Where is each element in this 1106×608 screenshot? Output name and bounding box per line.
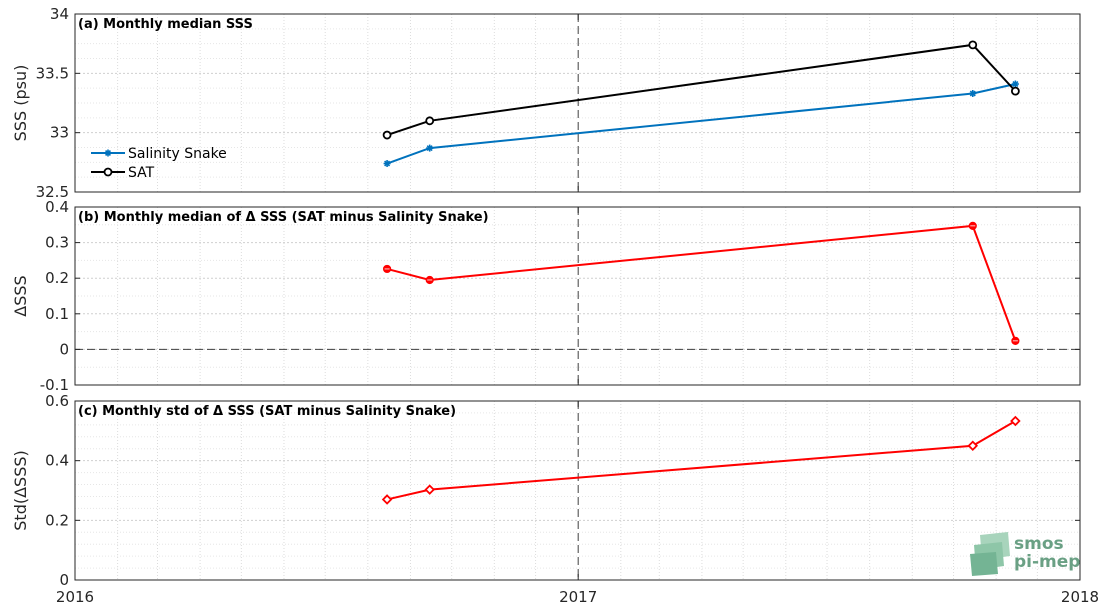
- smos-pi-mep-logo: smos pi-mep: [970, 532, 1080, 576]
- series-delta-sss: [382, 221, 1020, 345]
- data-point: [424, 484, 435, 495]
- data-point: [425, 116, 435, 126]
- series-sat: [382, 40, 1020, 140]
- grid: [75, 400, 1080, 581]
- legend: Salinity Snake SAT: [91, 146, 227, 181]
- data-point: [382, 130, 392, 140]
- data-point: [382, 264, 392, 274]
- grid: [75, 206, 1080, 386]
- logo-graphic: [970, 532, 1010, 576]
- y-tick-label: 34: [50, 5, 69, 23]
- data-point: [103, 167, 113, 177]
- data-point: [1011, 80, 1019, 88]
- axes-box: [74, 206, 1081, 386]
- y-tick-label: 0.1: [45, 305, 69, 323]
- data-point: [425, 275, 434, 285]
- y-tick-label: 0: [59, 571, 69, 589]
- y-tick-label: 0.3: [45, 234, 69, 252]
- y-tick-label: 0: [59, 340, 69, 358]
- y-axis-label: ΔSSS: [11, 275, 30, 316]
- data-point: [967, 440, 979, 452]
- data-point: [104, 149, 112, 157]
- series-line: [386, 224, 1017, 342]
- data-point: [381, 494, 393, 505]
- data-point: [383, 160, 391, 168]
- x-tick-label: 2017: [559, 588, 597, 606]
- data-point: [969, 90, 977, 98]
- logo-line2: pi-mep: [1014, 552, 1080, 572]
- legend-entry: Salinity Snake: [128, 146, 227, 162]
- data-point: [1011, 336, 1020, 345]
- y-tick-label: 33: [50, 124, 69, 142]
- logo-line1: smos: [1014, 534, 1064, 554]
- y-tick-label: -0.1: [40, 376, 69, 394]
- y-tick-label: 0.6: [45, 392, 69, 410]
- series-line: [386, 420, 1016, 501]
- series-salinity-snake: [383, 80, 1019, 168]
- data-point: [426, 144, 434, 152]
- panel-b-monthly-median-delta-sss: -0.1 0 0.1 0.2 0.3 0.4 ΔSSS (b) Monthly median …: [11, 198, 1081, 394]
- y-tick-label: 0.4: [45, 452, 69, 470]
- x-tick-label: 2016: [56, 588, 94, 606]
- y-axis-label: Std(ΔSSS): [11, 450, 30, 530]
- panel-title: (a) Monthly median SSS: [78, 17, 253, 32]
- y-tick-label: 0.2: [45, 269, 69, 287]
- data-point: [1010, 86, 1020, 96]
- grid: [75, 13, 1080, 193]
- series-line: [386, 43, 1017, 136]
- y-tick-label: 32.5: [36, 183, 69, 201]
- y-tick-label: 33.5: [36, 64, 69, 82]
- panel-title: (c) Monthly std of Δ SSS (SAT minus Sali…: [78, 404, 456, 419]
- legend-entry: SAT: [128, 165, 155, 181]
- panel-a-monthly-median-sss: 32.5 33 33.5 34 SSS (psu) (a) Monthly median …: [11, 5, 1081, 201]
- data-point: [1010, 415, 1021, 427]
- y-tick-label: 0.4: [45, 198, 69, 216]
- panel-title: (b) Monthly median of Δ SSS (SAT minus S…: [78, 210, 489, 225]
- data-point: [968, 40, 978, 50]
- x-tick-label: 2018: [1061, 588, 1099, 606]
- axes-box: [74, 13, 1081, 193]
- panel-c-monthly-std-delta-sss: 0 0.2 0.4 0.6 2016 2017 2018 Std(ΔSSS) (c) Month…: [11, 392, 1099, 606]
- y-axis-label: SSS (psu): [11, 65, 30, 142]
- series-line: [386, 83, 1016, 165]
- data-point: [968, 221, 977, 230]
- y-tick-label: 0.2: [45, 511, 69, 529]
- series-delta-sss: [381, 415, 1021, 505]
- axes-box: [74, 400, 1081, 581]
